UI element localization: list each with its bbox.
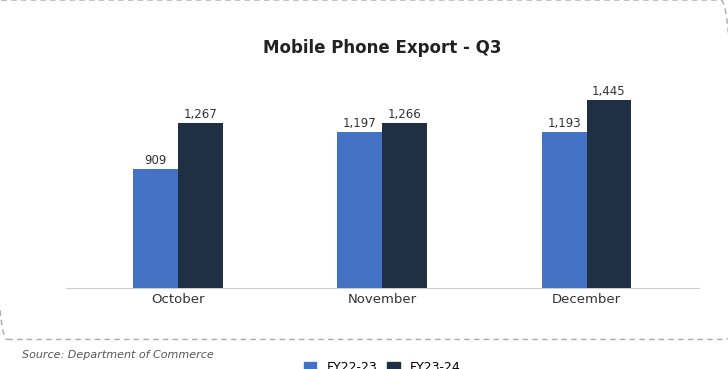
Text: 1,267: 1,267 <box>183 108 217 121</box>
Bar <box>382 123 427 288</box>
Bar <box>587 100 631 288</box>
Bar <box>542 132 587 288</box>
Text: 1,193: 1,193 <box>547 117 581 131</box>
Legend: FY22-23, FY23-24: FY22-23, FY23-24 <box>299 356 465 369</box>
Bar <box>178 123 223 288</box>
Text: 909: 909 <box>144 155 167 168</box>
Bar <box>337 132 382 288</box>
Title: Mobile Phone Export - Q3: Mobile Phone Export - Q3 <box>263 38 502 56</box>
Text: Source: Department of Commerce: Source: Department of Commerce <box>22 350 213 360</box>
Text: 1,197: 1,197 <box>343 117 376 130</box>
Text: 1,445: 1,445 <box>592 85 626 98</box>
Bar <box>133 169 178 288</box>
Text: 1,266: 1,266 <box>388 108 422 121</box>
